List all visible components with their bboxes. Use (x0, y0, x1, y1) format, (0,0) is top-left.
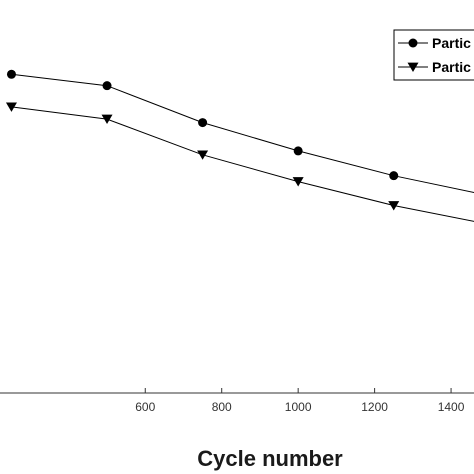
x-tick-label: 600 (135, 400, 155, 414)
legend: Partic Partic (393, 29, 474, 81)
data-point (5, 102, 17, 112)
series-line (11, 106, 474, 222)
x-tick-label: 1400 (438, 400, 465, 414)
data-point (292, 177, 304, 187)
legend-marker (407, 62, 419, 72)
data-point (293, 146, 303, 156)
x-tick-label: 1200 (361, 400, 388, 414)
legend-box (393, 29, 474, 81)
data-point (102, 81, 112, 91)
axes: 600 800 1000 1200 1400 (0, 388, 474, 414)
x-tick-label: 1000 (285, 400, 312, 414)
legend-marker (408, 38, 418, 48)
data-point (101, 114, 113, 125)
data-point (197, 150, 209, 160)
data-point (388, 201, 400, 211)
series-line (11, 73, 474, 194)
data-point (6, 69, 16, 79)
series-layer (5, 69, 474, 222)
series-1 (6, 69, 474, 194)
legend-label: Partic (432, 35, 471, 51)
data-point (198, 118, 208, 128)
legend-item: Partic (398, 35, 471, 51)
data-point (389, 171, 399, 181)
legend-label: Partic (432, 59, 471, 75)
x-tick-label: 800 (212, 400, 232, 414)
series-2 (5, 102, 474, 222)
legend-item: Partic (398, 59, 471, 75)
x-axis-title: Cycle number (197, 446, 343, 471)
